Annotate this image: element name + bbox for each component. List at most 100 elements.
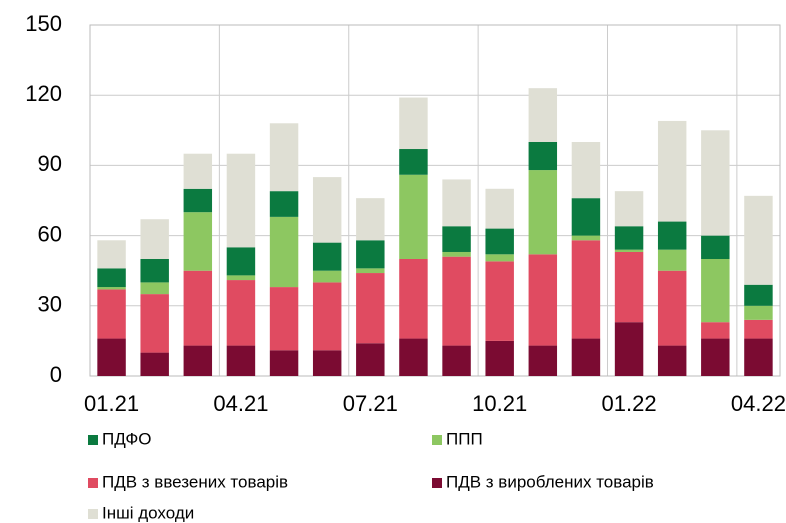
bar-segment — [226, 275, 256, 281]
bar-segment — [571, 198, 601, 236]
y-tick-label: 120 — [25, 81, 62, 106]
bar-segment — [183, 270, 213, 346]
bar-segment — [356, 273, 385, 344]
legend-label: ПДВ з вироблених товарів — [446, 472, 654, 491]
bar-segment — [485, 228, 514, 255]
bar-segment — [528, 142, 558, 171]
bar-segment — [701, 322, 730, 339]
bar-segment — [226, 345, 256, 376]
bar-segment — [701, 338, 730, 376]
bar-segment — [140, 352, 169, 376]
bar-segment — [571, 338, 601, 376]
bar-segment — [399, 259, 428, 339]
bar-segment — [485, 188, 514, 229]
bar-segment — [744, 195, 773, 285]
bar-segment — [614, 251, 644, 323]
bar-segment — [571, 142, 601, 199]
bar-segment — [140, 294, 169, 353]
bar-segment — [485, 254, 514, 262]
bar-segment — [701, 259, 730, 323]
x-tick-label: 04.22 — [731, 391, 786, 416]
bar-segment — [269, 350, 299, 376]
bar-segment — [97, 338, 126, 376]
y-tick-label: 0 — [50, 362, 62, 387]
bar-segment — [183, 212, 213, 271]
bar-segment — [183, 345, 213, 376]
legend-swatch — [432, 435, 442, 445]
bar-segment — [140, 219, 169, 259]
bar-segment — [356, 268, 385, 274]
bar-segment — [528, 254, 558, 346]
bar-segment — [356, 240, 385, 269]
bar-segment — [183, 188, 213, 213]
bar-segment — [657, 120, 687, 222]
y-tick-label: 90 — [38, 151, 62, 176]
legend-swatch — [432, 478, 442, 488]
bar-segment — [528, 88, 558, 142]
bar-segment — [442, 256, 471, 346]
legend-swatch — [88, 478, 98, 488]
legend-label: Інші доходи — [102, 503, 194, 522]
bar-segment — [269, 123, 299, 192]
bar-segment — [528, 170, 558, 255]
bar-segment — [399, 174, 428, 259]
y-tick-label: 60 — [38, 221, 62, 246]
x-tick-label: 01.22 — [602, 391, 657, 416]
bar-segment — [312, 270, 342, 283]
bar-segment — [744, 305, 773, 320]
bar-segment — [571, 235, 601, 241]
bar-segment — [97, 240, 126, 269]
bar-segment — [485, 340, 514, 376]
bar-segment — [183, 153, 213, 189]
bar-segment — [269, 287, 299, 351]
plot-frame — [89, 24, 781, 377]
bar-segment — [226, 153, 256, 248]
bar-segment — [399, 97, 428, 150]
bar-segment — [614, 226, 644, 250]
bar-segment — [269, 191, 299, 217]
bar-segment — [442, 179, 471, 227]
bar-segment — [614, 249, 644, 252]
x-tick-label: 07.21 — [343, 391, 398, 416]
bar-segment — [399, 338, 428, 376]
legend-label: ППП — [446, 429, 483, 448]
bar-segment — [614, 322, 644, 376]
legend-label: ПДФО — [102, 429, 152, 448]
bar-segment — [226, 280, 256, 346]
y-tick-label: 150 — [25, 11, 62, 36]
bar-segment — [312, 282, 342, 351]
bar-segment — [97, 289, 126, 339]
bar-segment — [269, 216, 299, 288]
bar-segment — [657, 221, 687, 250]
bar-segment — [442, 345, 471, 376]
bar-segment — [312, 242, 342, 271]
bar-segment — [312, 350, 342, 376]
bar-segment — [442, 251, 471, 257]
bar-segment — [528, 345, 558, 376]
bar-segment — [399, 149, 428, 175]
bar-segment — [312, 177, 342, 243]
bar-segment — [744, 319, 773, 339]
bar-segment — [744, 284, 773, 306]
bar-segment — [226, 247, 256, 276]
bar-segment — [97, 268, 126, 288]
x-tick-label: 04.21 — [213, 391, 268, 416]
bar-segment — [657, 345, 687, 376]
bar-segment — [140, 282, 169, 295]
bar-segment — [356, 343, 385, 376]
y-tick-label: 30 — [38, 292, 62, 317]
bar-segment — [744, 338, 773, 376]
bar-segment — [97, 287, 126, 290]
bar-segment — [657, 270, 687, 346]
bar-segment — [442, 226, 471, 252]
bar-segment — [701, 235, 730, 259]
bar-segment — [657, 249, 687, 271]
bar-segment — [614, 191, 644, 227]
bar-segment — [485, 261, 514, 341]
legend-label: ПДВ з ввезених товарів — [102, 472, 288, 491]
legend-swatch — [88, 509, 98, 519]
bar-segment — [356, 198, 385, 241]
bar-segment — [701, 130, 730, 236]
